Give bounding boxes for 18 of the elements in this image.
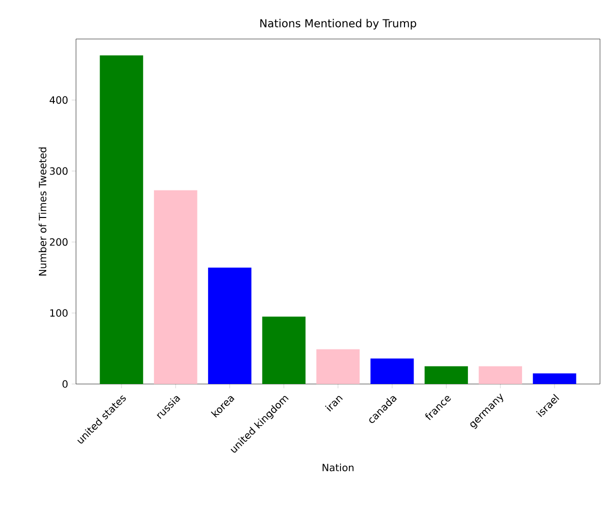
bar (478, 366, 522, 384)
x-axis-title: Nation (322, 464, 354, 472)
bar (316, 349, 360, 384)
bar (100, 55, 144, 384)
y-tick-label: 100 (50, 309, 68, 317)
y-axis-title: Number of Times Tweeted (38, 147, 46, 276)
bar (424, 366, 468, 384)
y-tick-label: 300 (50, 167, 68, 175)
y-tick-label: 0 (62, 380, 68, 388)
chart-title: Nations Mentioned by Trump (260, 18, 416, 30)
bar (370, 358, 414, 384)
bar (208, 268, 252, 384)
bar (262, 316, 306, 384)
y-tick-label: 400 (50, 96, 68, 104)
bar (532, 373, 576, 384)
y-tick-label: 200 (50, 238, 68, 246)
bar (154, 190, 198, 384)
x-tick-label: iran (325, 396, 343, 412)
